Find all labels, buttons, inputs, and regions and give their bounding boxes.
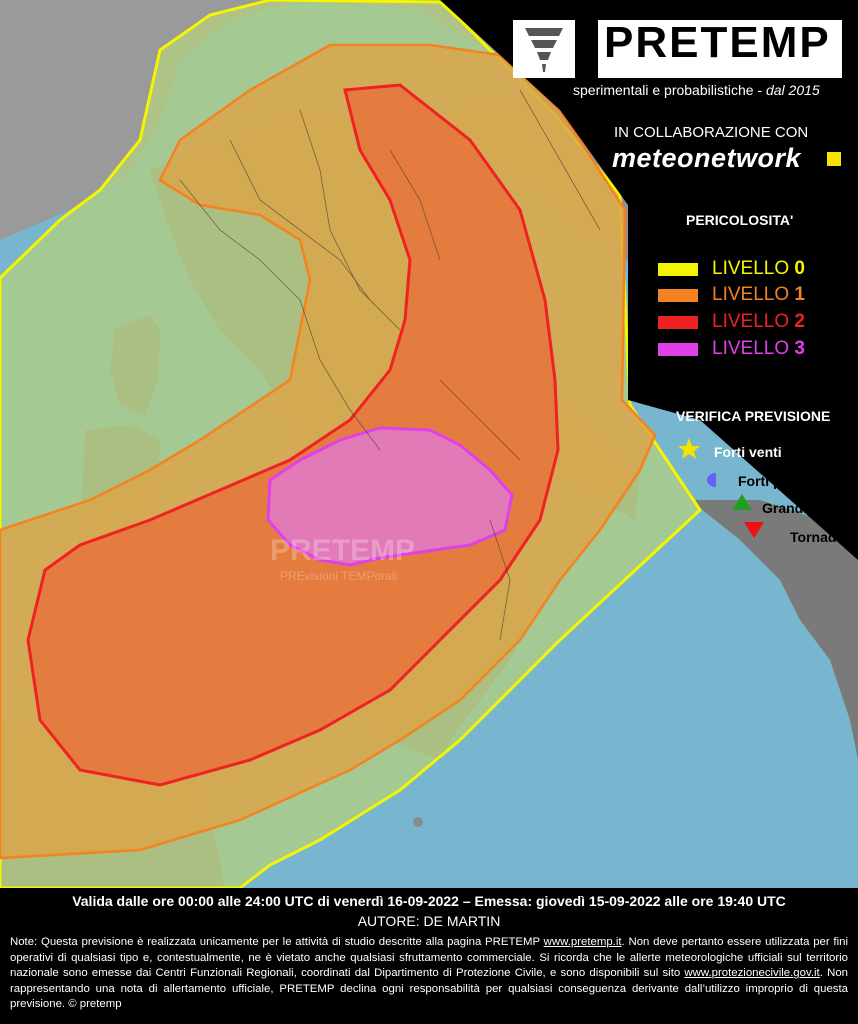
watermark-sub: PREvisioni TEMPorali <box>280 569 397 583</box>
partner-logo: meteonetwork <box>612 143 802 173</box>
brand-subtitle: PREvisioni TEMPorali <box>622 62 769 79</box>
collab-label: IN COLLABORAZIONE CON <box>614 124 809 141</box>
legend-swatch-level-0 <box>658 263 698 276</box>
verif-label-hail: Grandinate <box>762 500 836 516</box>
land-greece <box>690 500 858 760</box>
legend-swatch-level-1 <box>658 289 698 302</box>
legend-black-bg <box>440 0 858 560</box>
legend-label-level-0: LIVELLO 0 <box>712 258 805 279</box>
legend-label-level-1: LIVELLO 1 <box>712 284 805 305</box>
validity-text: Valida dalle ore 00:00 alle 24:00 UTC di… <box>72 893 786 909</box>
verif-label-rain: Forti piogge <box>738 473 819 489</box>
legend-label-level-2: LIVELLO 2 <box>712 311 805 332</box>
land-malta <box>413 817 423 827</box>
verification-symbols <box>678 438 716 487</box>
triangle-up-icon <box>732 494 752 510</box>
triangle-down-icon <box>744 522 764 538</box>
protezionecivile-link[interactable]: www.protezionecivile.gov.it <box>684 967 820 980</box>
circle-icon <box>707 473 716 487</box>
watermark-brand: PRETEMP <box>270 534 415 567</box>
legend-swatch-level-3 <box>658 343 698 356</box>
level-2-area <box>26 83 560 787</box>
verif-label-wind: Forti venti <box>714 444 782 460</box>
verification-title: VERIFICA PREVISIONE <box>676 408 831 424</box>
star-icon <box>678 438 700 459</box>
brand-subtitle-2: sperimentali e probabilistiche - dal 201… <box>573 82 820 98</box>
since-label: dal 2015 <box>765 82 820 98</box>
partner-square-icon <box>827 152 841 166</box>
verif-label-tornado: Tornado <box>790 529 845 545</box>
author-text: AUTORE: DE MARTIN <box>357 913 501 929</box>
pretemp-link[interactable]: www.pretemp.it <box>543 936 622 948</box>
legend-title: PERICOLOSITA' <box>686 212 794 228</box>
watermark: PRETEMP PREvisioni TEMPorali <box>270 534 415 583</box>
footer: Valida dalle ore 00:00 alle 24:00 UTC di… <box>0 888 858 1024</box>
legend-label-level-3: LIVELLO 3 <box>712 338 805 359</box>
tornado-logo-icon <box>513 20 575 78</box>
region-borders <box>179 89 601 641</box>
legend-swatch-level-2 <box>658 316 698 329</box>
forecast-map: PRETEMP PREvisioni TEMPorali <box>0 0 858 888</box>
verification-symbols-2 <box>732 494 764 538</box>
disclaimer-note: Note: Questa previsione è realizzata uni… <box>10 936 848 1011</box>
brand-title: PRETEMP <box>604 18 831 67</box>
pretemp-logo-box <box>598 20 842 78</box>
